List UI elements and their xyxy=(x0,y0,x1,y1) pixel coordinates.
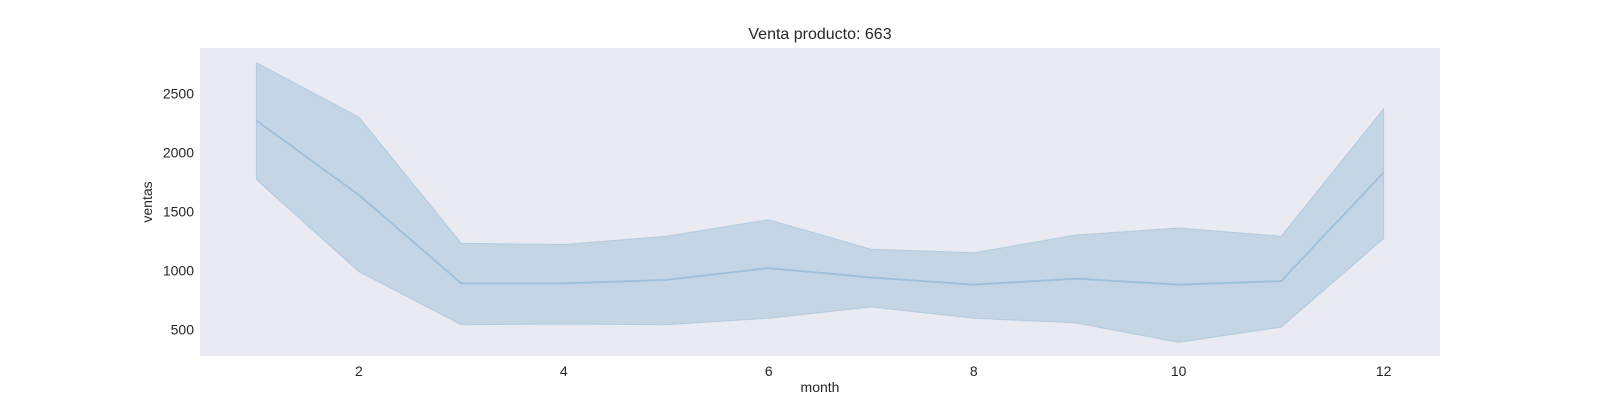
y-tick-label: 2500 xyxy=(163,85,194,101)
y-tick-label: 2000 xyxy=(163,144,194,160)
x-tick-label: 2 xyxy=(355,363,363,379)
x-tick-label: 4 xyxy=(560,363,568,379)
x-axis-ticks: 2 4 6 8 10 12 xyxy=(355,363,1392,379)
y-axis-ticks: 500 1000 1500 2000 2500 xyxy=(163,85,194,337)
x-tick-label: 10 xyxy=(1171,363,1187,379)
chart-title: Venta producto: 663 xyxy=(748,26,891,43)
x-tick-label: 8 xyxy=(970,363,978,379)
y-axis-label: ventas xyxy=(139,181,155,222)
x-tick-label: 12 xyxy=(1376,363,1392,379)
confidence-band xyxy=(255,61,1385,343)
x-axis-label: month xyxy=(801,379,840,395)
x-tick-label: 6 xyxy=(765,363,773,379)
y-tick-label: 500 xyxy=(171,321,195,337)
series-line xyxy=(255,119,1385,286)
y-tick-label: 1000 xyxy=(163,262,194,278)
y-tick-label: 1500 xyxy=(163,203,194,219)
